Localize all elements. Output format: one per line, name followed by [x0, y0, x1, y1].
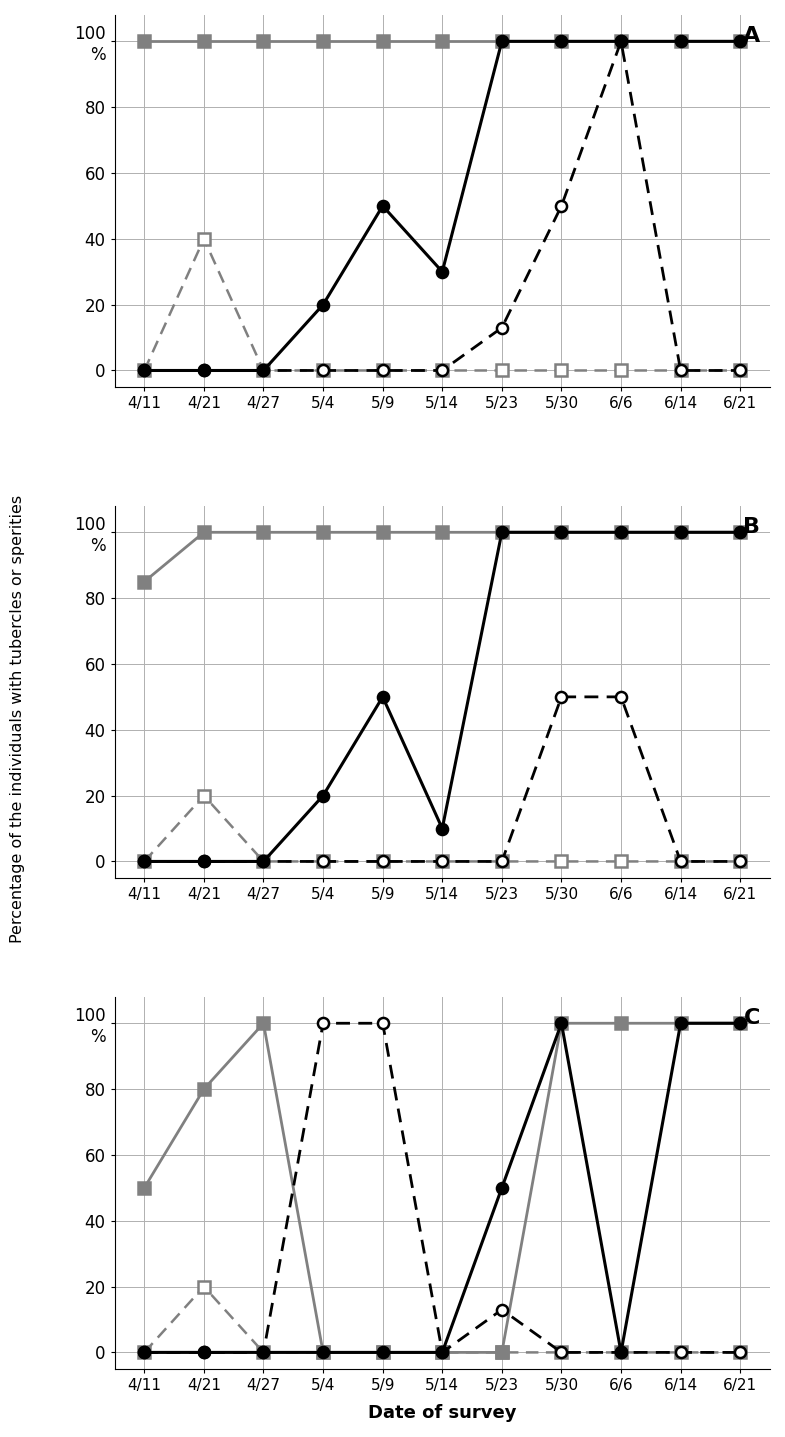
Text: C: C: [744, 1009, 760, 1027]
X-axis label: Date of survey: Date of survey: [368, 1404, 517, 1423]
Text: Percentage of the individuals with tubercles or sperities: Percentage of the individuals with tuber…: [9, 494, 25, 943]
Text: B: B: [743, 517, 760, 537]
Text: A: A: [743, 26, 760, 46]
